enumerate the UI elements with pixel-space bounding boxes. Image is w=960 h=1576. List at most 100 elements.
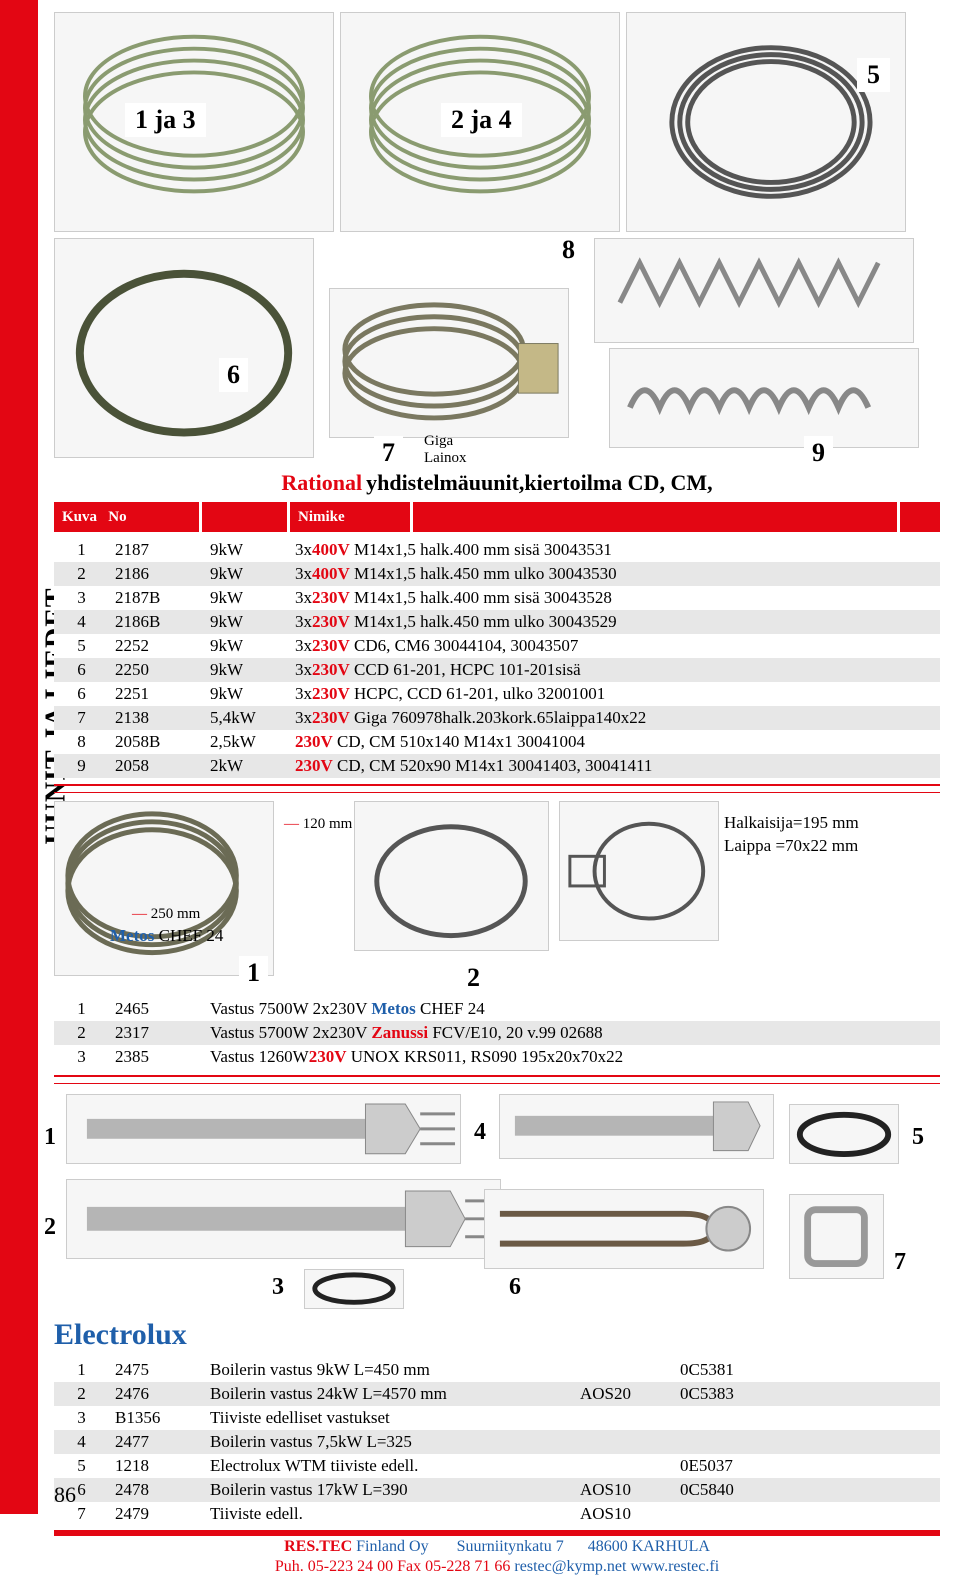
table-row: 22476Boilerin vastus 24kW L=4570 mmAOS20… [54,1382,940,1406]
image-label: 9 [804,436,833,470]
image-label: 5 [912,1124,924,1151]
divider-red [54,1075,940,1077]
table-row: 121879kW3x400V M14x1,5 halk.400 mm sisä … [54,538,940,562]
image-label: 1 ja 3 [125,103,206,137]
image-label: 2 [459,961,488,995]
product-image-ring [354,801,549,951]
laippa-text: Laippa =70x22 mm [724,836,858,856]
electrolux-brand-row: Electrolux [54,1318,940,1352]
image-label: 1 [44,1124,56,1151]
product-image-boiler-6 [484,1189,764,1269]
giga-lainox-label: Giga Lainox [424,433,467,466]
table-row: 622509kW3x230V CCD 61-201, HCPC 101-201s… [54,658,940,682]
table-row: 82058B2,5kW230V CD, CM 510x140 M14x1 300… [54,730,940,754]
footer-line-2: Puh. 05-223 24 00 Fax 05-228 71 66 reste… [54,1558,940,1576]
col-header-kuva-no: Kuva No [54,502,199,532]
footer-web: www.restec.fi [626,1558,719,1575]
product-image-gasket-3 [304,1269,404,1309]
product-image-5: 5 [626,12,906,232]
table-row: 62478Boilerin vastus 17kW L=390AOS100C58… [54,1478,940,1502]
footer-address: Suurniitynkatu 7 [457,1538,564,1555]
product-image-6 [54,238,314,458]
product-image-7 [329,288,569,438]
product-image-boiler-1 [66,1094,461,1164]
table-row: 72479Tiiviste edell.AOS10 [54,1502,940,1526]
product-image-8 [594,238,914,343]
footer-suffix: Finland Oy [352,1538,428,1555]
table-row: 522529kW3x230V CD6, CM6 30044104, 300435… [54,634,940,658]
image-label: 7 [374,436,403,470]
left-sidebar [0,0,38,1514]
dim-250mm: — 250 mm [132,906,200,923]
dim-120-value: 120 mm [303,816,353,832]
col-header-nimike: Nimike [290,502,410,532]
image-label: 7 [894,1249,906,1276]
dim-250-value: 250 mm [151,906,201,922]
product-image-boiler-2 [66,1179,501,1259]
metos-brand: Metos [110,926,154,945]
product-image-1-3: 1 ja 3 [54,12,334,232]
footer-line-1: RES.TEC Finland Oy Suurniitynkatu 7 4860… [54,1538,940,1556]
table-row: 42186B9kW3x230V M14x1,5 halk.450 mm ulko… [54,610,940,634]
halkaisija-text: Halkaisija=195 mm [724,813,859,833]
table-row: 3B1356Tiiviste edelliset vastukset [54,1406,940,1430]
table-row: 32385Vastus 1260W230V UNOX KRS011, RS090… [54,1045,940,1069]
product-image-laippa [559,801,719,941]
product-image-boiler-4 [499,1094,774,1159]
footer-phone-fax: Puh. 05-223 24 00 Fax 05-228 71 66 [275,1558,515,1575]
product-image-gasket-5 [789,1104,899,1164]
product-table-3: 12475Boilerin vastus 9kW L=450 mm0C53812… [54,1358,940,1526]
table-row: 221869kW3x400V M14x1,5 halk.450 mm ulko … [54,562,940,586]
footer-email: restec@kymp.net [514,1558,626,1575]
mid-image-row: — 250 mm Metos CHEF 24 — 120 mm Halkaisi… [54,801,940,991]
product-image-row-1: 1 ja 3 2 ja 4 5 [54,12,940,232]
image-label: 2 ja 4 [441,103,522,137]
dim-120mm: — 120 mm [284,816,352,833]
footer-company: RES.TEC [284,1538,352,1555]
product-image-9 [609,348,919,448]
table-header-bar: Kuva No Nimike [54,502,940,532]
product-image-metos [54,801,274,976]
main-content: 1 ja 3 2 ja 4 5 6 7 Giga Lainox [38,0,960,1514]
product-image-gasket-7 [789,1194,884,1279]
col-header-blank [202,502,287,532]
footer-divider [54,1530,940,1536]
image-label: 1 [239,956,268,990]
brand-electrolux: Electrolux [54,1318,187,1352]
col-header-blank3 [767,502,897,532]
table-row: 22317Vastus 5700W 2x230V Zanussi FCV/E10… [54,1021,940,1045]
image-label: 4 [474,1119,486,1146]
divider-red-thin [54,1083,940,1084]
table-row: 51218Electrolux WTM tiiviste edell.0E503… [54,1454,940,1478]
image-label: 2 [44,1214,56,1241]
image-label: 6 [219,358,248,392]
table-row: 622519kW3x230V HCPC, CCD 61-201, ulko 32… [54,682,940,706]
metos-chef: CHEF 24 [154,926,223,945]
page-container: UUNIT JA LIEDET 1 ja 3 2 ja 4 5 6 [0,0,960,1514]
image-label: 5 [857,58,890,92]
electrolux-image-row: 1 2 3 4 5 6 7 [54,1094,940,1314]
image-label: 6 [509,1274,521,1301]
product-image-row-2: 6 7 Giga Lainox 8 9 [54,238,940,468]
col-header-blank4 [900,502,940,532]
table-row: 12465Vastus 7500W 2x230V Metos CHEF 24 [54,997,940,1021]
th-no: No [108,509,126,526]
footer-postal: 48600 KARHULA [588,1538,710,1555]
table-row: 42477Boilerin vastus 7,5kW L=325 [54,1430,940,1454]
section-subtitle: yhdistelmäuunit,kiertoilma CD, CM, [366,470,713,495]
page-number: 86 [54,1482,76,1508]
product-table-1: 121879kW3x400V M14x1,5 halk.400 mm sisä … [54,538,940,778]
brand-rational: Rational [281,470,362,495]
metos-label: Metos CHEF 24 [110,926,223,946]
table-row: 12475Boilerin vastus 9kW L=450 mm0C5381 [54,1358,940,1382]
divider-red [54,784,940,786]
col-header-blank2 [413,502,767,532]
table-row: 721385,4kW3x230V Giga 760978halk.203kork… [54,706,940,730]
th-kuva: Kuva [62,509,97,526]
image-label: 8 [554,233,583,267]
divider-red-thin [54,792,940,793]
section-title-row: Rational yhdistelmäuunit,kiertoilma CD, … [54,470,940,496]
table-row: 920582kW230V CD, CM 520x90 M14x1 3004140… [54,754,940,778]
giga-text: Giga [424,433,467,450]
product-image-2-4: 2 ja 4 [340,12,620,232]
